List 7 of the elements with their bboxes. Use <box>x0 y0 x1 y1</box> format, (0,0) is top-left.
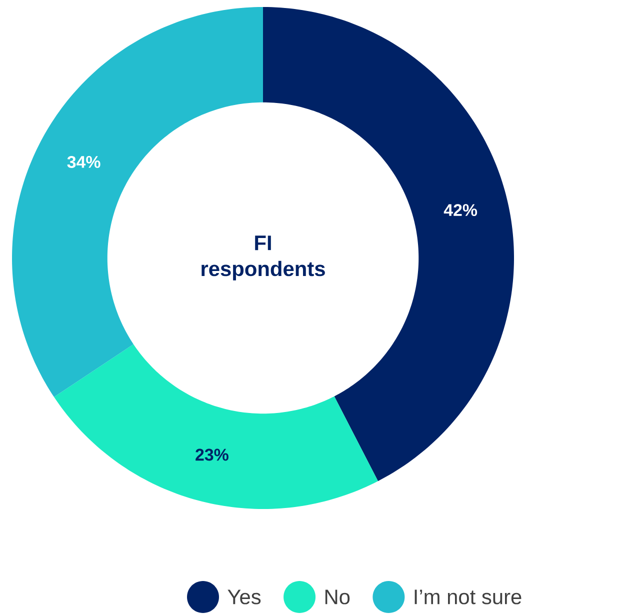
data-label: 23% <box>196 448 228 461</box>
legend-label: No <box>325 590 350 604</box>
legend-label: Yes <box>228 590 261 604</box>
data-label: 42% <box>444 204 478 216</box>
data-label: 34% <box>67 156 100 168</box>
legend-label: I’m not sure <box>414 590 522 604</box>
text: FI respondents <box>202 236 325 280</box>
